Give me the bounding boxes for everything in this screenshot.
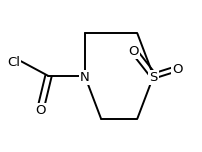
Text: N: N xyxy=(80,71,90,84)
Text: O: O xyxy=(128,45,139,58)
Text: O: O xyxy=(35,104,46,117)
Text: O: O xyxy=(173,63,183,76)
Text: S: S xyxy=(149,71,158,84)
Text: Cl: Cl xyxy=(7,56,20,69)
